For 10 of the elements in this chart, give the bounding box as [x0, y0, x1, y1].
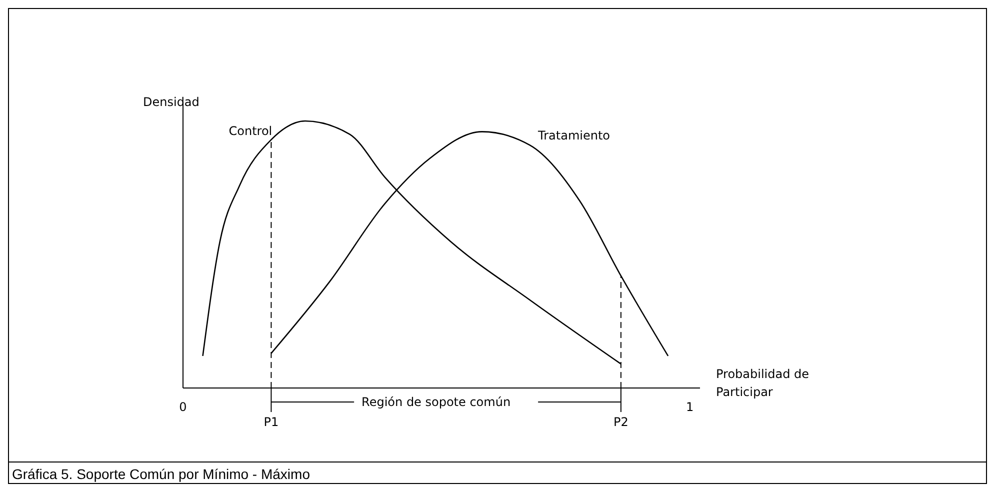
ref-line-label: P2 — [613, 415, 628, 429]
ref-line-label: P1 — [264, 415, 279, 429]
x-tick-label: 1 — [686, 400, 694, 414]
series-label: Tratamiento — [537, 128, 610, 143]
text: Región de sopote común — [362, 395, 511, 409]
text: Gráfica 5. Soporte Común por Mínimo - Máximo — [12, 466, 310, 482]
y-axis-title: Densidad — [143, 95, 200, 109]
series-label: Control — [228, 124, 272, 138]
x-tick-label: 0 — [179, 400, 187, 414]
x-axis-title: Probabilidad de Participar — [716, 367, 810, 399]
